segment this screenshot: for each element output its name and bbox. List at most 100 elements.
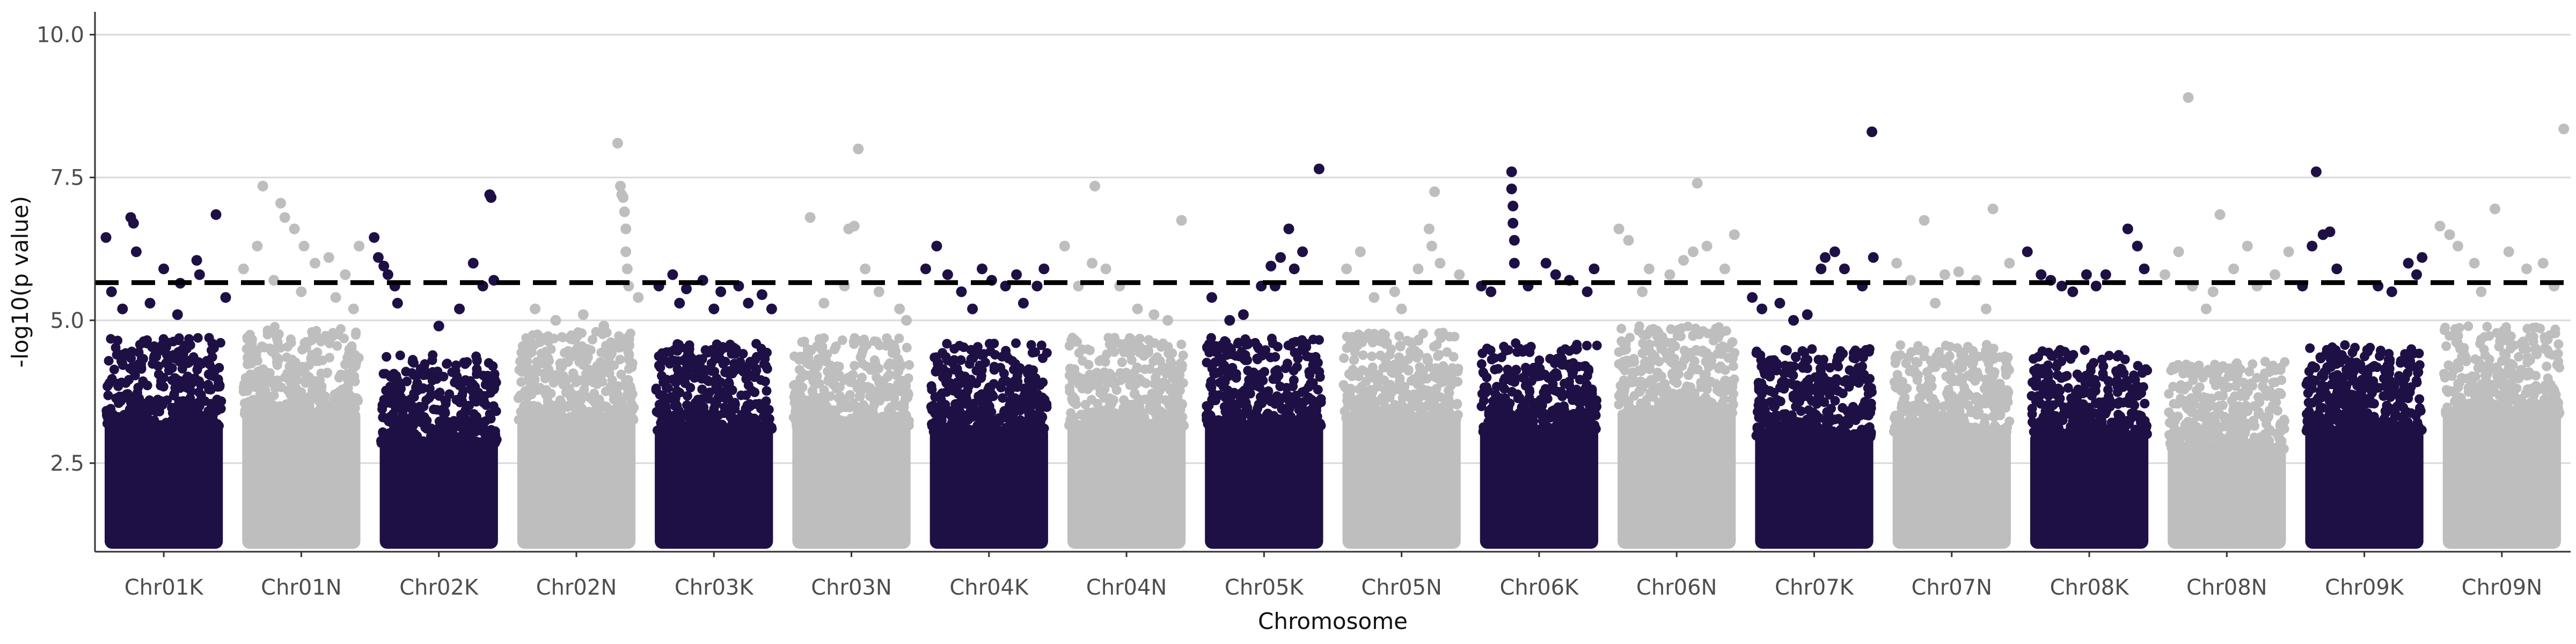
cloud-point <box>1784 368 1794 378</box>
cloud-point <box>626 415 636 426</box>
cloud-point <box>1367 351 1377 361</box>
cloud-point <box>1779 409 1789 419</box>
cloud-point <box>120 418 130 428</box>
cloud-point <box>1944 351 1955 361</box>
cloud-point <box>594 394 604 405</box>
cloud-point <box>741 404 751 414</box>
cloud-point <box>1496 402 1506 413</box>
cloud-point <box>1172 408 1182 419</box>
cloud-point <box>819 398 830 408</box>
cloud-point <box>579 384 589 394</box>
cloud-point <box>751 365 762 376</box>
cloud-point <box>327 332 337 342</box>
cloud-point <box>1378 337 1388 347</box>
cloud-point <box>182 339 192 349</box>
cloud-point <box>1989 393 2000 404</box>
cloud-point <box>1077 384 1087 393</box>
cloud-point <box>1476 401 1487 412</box>
cloud-point <box>169 350 179 360</box>
cloud-point <box>1119 395 1129 405</box>
cloud-point <box>1126 401 1137 411</box>
cloud-point <box>426 431 436 441</box>
cloud-point <box>1405 393 1415 402</box>
cloud-point <box>1634 408 1644 419</box>
cloud-edge-Chr05K <box>1202 333 1326 431</box>
cloud-point <box>1619 386 1629 396</box>
cloud-point <box>489 384 499 394</box>
cloud-point <box>1804 405 1814 415</box>
cloud-point <box>1084 407 1093 418</box>
cloud-edge-Chr06N <box>1614 321 1740 420</box>
cloud-point <box>102 411 112 420</box>
cloud-point <box>1355 409 1364 420</box>
cloud-point <box>1938 358 1948 369</box>
cloud-point <box>1126 355 1137 365</box>
cloud-point <box>1117 357 1127 367</box>
cloud-point <box>169 389 179 399</box>
cloud-point <box>184 398 194 408</box>
cloud-point <box>1101 420 1111 430</box>
cloud-point <box>353 396 363 406</box>
cloud-point <box>1024 364 1034 374</box>
cloud-point <box>1591 424 1601 434</box>
cloud-point <box>1679 346 1689 356</box>
cloud-point <box>1943 385 1953 395</box>
cloud-point <box>797 382 808 392</box>
cloud-point <box>817 406 827 416</box>
cloud-point <box>1085 345 1095 355</box>
cloud-point <box>737 414 748 424</box>
cloud-edge-Chr02K <box>376 350 502 448</box>
cloud-point <box>832 372 843 382</box>
cloud-point <box>1477 389 1487 399</box>
cloud-point <box>517 407 528 418</box>
cloud-point <box>1983 378 1993 388</box>
cloud-point <box>612 383 622 393</box>
cloud-point <box>1309 421 1320 431</box>
cloud-point <box>411 383 421 392</box>
cloud-point <box>1362 403 1372 413</box>
cloud-point <box>1816 363 1826 374</box>
cloud-point <box>1684 370 1694 380</box>
cloud-point <box>270 321 280 332</box>
cloud-point <box>1814 413 1824 423</box>
cloud-point <box>104 356 114 366</box>
cloud-point <box>1790 352 1801 362</box>
cloud-point <box>1919 351 1929 361</box>
cloud-point <box>532 329 543 339</box>
cloud-point <box>707 345 717 355</box>
cloud-point <box>1109 418 1119 428</box>
cloud-point <box>821 421 831 431</box>
cloud-point <box>1592 340 1602 350</box>
cloud-point <box>680 378 690 389</box>
cloud-point <box>1036 400 1046 410</box>
cloud-point <box>895 362 905 372</box>
cloud-point <box>148 359 158 369</box>
cloud-point <box>831 341 841 352</box>
cloud-point <box>1892 352 1902 362</box>
cloud-point <box>546 344 556 354</box>
cloud-point <box>1562 361 1572 371</box>
cloud-point <box>956 355 966 365</box>
cloud-point <box>296 387 306 397</box>
cloud-point <box>1397 358 1408 369</box>
cloud-point <box>1789 393 1798 403</box>
cloud-point <box>284 408 294 418</box>
cloud-point <box>1811 423 1821 433</box>
cloud-point <box>161 418 171 428</box>
cloud-point <box>692 402 702 413</box>
cloud-point <box>521 400 531 410</box>
cloud-point <box>1476 359 1487 369</box>
cloud-point <box>1028 386 1038 396</box>
cloud-point <box>1450 332 1460 342</box>
cloud-point <box>604 357 614 368</box>
cloud-point <box>103 390 113 400</box>
cloud-point <box>170 373 180 383</box>
cloud-point <box>269 390 279 400</box>
cloud-point <box>1339 353 1349 363</box>
cloud-point <box>870 357 881 368</box>
cloud-point <box>1989 421 2000 430</box>
cloud-point <box>1377 393 1387 403</box>
cloud-point <box>1719 403 1729 413</box>
cloud-point <box>761 396 771 406</box>
cloud-point <box>1145 402 1154 413</box>
